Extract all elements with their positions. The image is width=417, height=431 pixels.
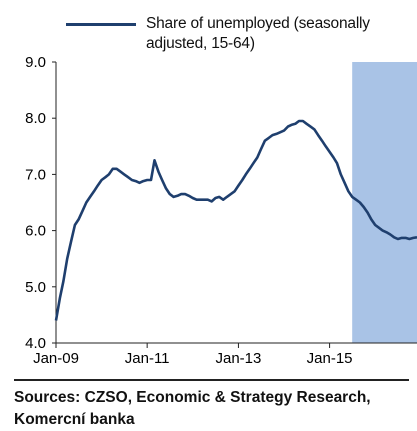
- x-tick-label: Jan-11: [125, 350, 170, 367]
- y-tick-label: 9.0: [25, 54, 46, 71]
- y-axis-ticks: 9.0 8.0 7.0 6.0 5.0 4.0: [25, 54, 56, 352]
- source-note: Sources: CZSO, Economic & Strategy Resea…: [14, 389, 371, 428]
- y-tick-label: 6.0: [25, 223, 46, 240]
- source-divider: [14, 379, 409, 381]
- legend: Share of unemployed (seasonally adjusted…: [66, 14, 406, 54]
- y-tick-label: 7.0: [25, 166, 46, 183]
- y-tick-label: 8.0: [25, 110, 46, 127]
- forecast-band: [352, 62, 417, 343]
- x-axis-ticks: Jan-09 Jan-11 Jan-13 Jan-15: [33, 343, 353, 367]
- legend-line-swatch: [66, 23, 136, 26]
- series-line: [54, 119, 417, 321]
- line-chart: 9.08.07.06.05.04.0 Jan-09 Jan-11 Jan-13 Jan…: [25, 54, 417, 367]
- x-tick-label: Jan-13: [215, 350, 261, 367]
- y-tick-label: 5.0: [25, 279, 46, 296]
- x-tick-label: Jan-15: [307, 350, 353, 367]
- x-tick-label: Jan-09: [33, 350, 79, 367]
- legend-label: Share of unemployed (seasonally adjusted…: [146, 15, 370, 52]
- y-tick-label: 4.0: [25, 335, 46, 352]
